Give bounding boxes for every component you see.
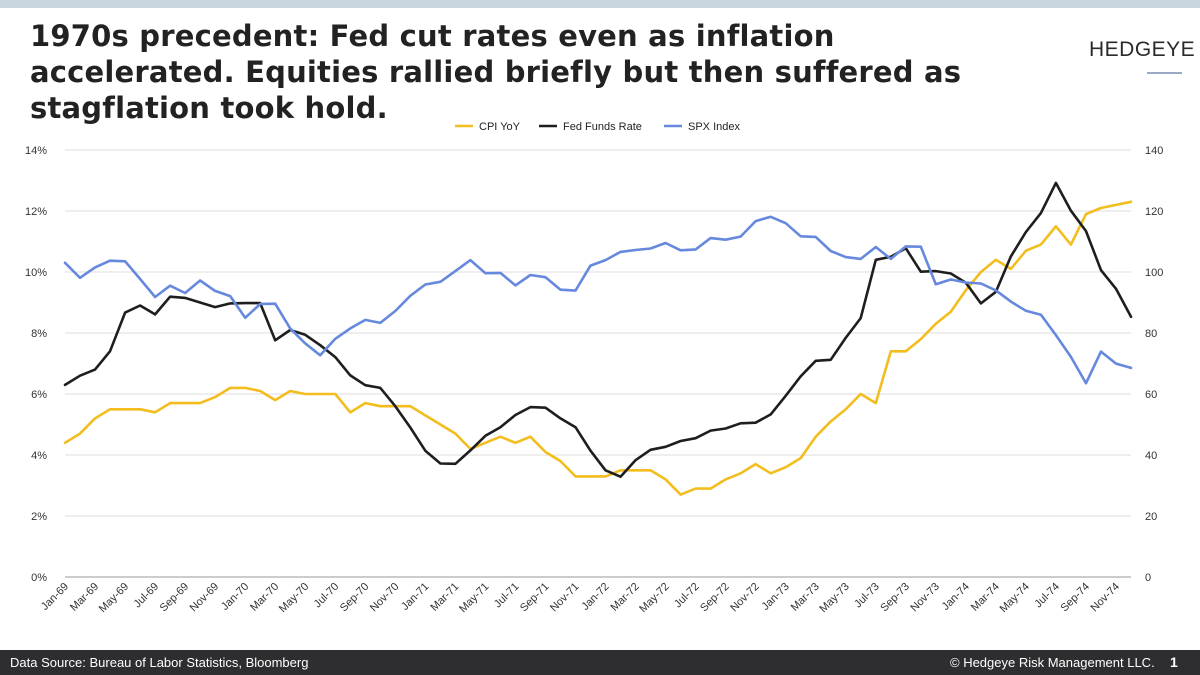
left-axis-tick-label: 2% [31,511,47,523]
x-axis-tick-label: Sep-71 [518,581,552,615]
page-number: 1 [1170,654,1178,670]
right-axis-tick-label: 40 [1145,450,1157,462]
x-axis-tick-label: Jan-74 [940,581,972,613]
left-axis-tick-label: 10% [25,267,47,279]
right-axis-tick-label: 0 [1145,572,1151,584]
left-axis-ticks: 0% 2% 4% 6% 8% 10% 12% 14% [25,145,47,584]
x-axis-tick-label: Mar-70 [248,581,281,614]
x-axis-tick-label: Jan-71 [399,581,431,613]
x-axis-tick-label: Mar-72 [609,581,642,614]
right-axis-tick-label: 20 [1145,511,1157,523]
x-axis-tick-label: Nov-69 [188,581,222,615]
x-axis-tick-label: Nov-73 [908,581,942,615]
legend-label: CPI YoY [479,121,521,133]
x-axis-tick-label: Mar-73 [789,581,822,614]
hedgeye-logo: HEDGEYE [1089,38,1196,61]
series-line-fed-funds-rate [63,181,1133,479]
page-title: 1970s precedent: Fed cut rates even as i… [30,19,962,125]
top-accent-bar [0,0,1200,8]
right-axis-tick-label: 100 [1145,267,1163,279]
x-axis-tick-label: Nov-74 [1089,581,1123,615]
left-axis-tick-label: 6% [31,389,47,401]
x-axis-tick-label: Sep-74 [1059,581,1093,615]
footer-bar: Data Source: Bureau of Labor Statistics,… [0,650,1200,675]
right-axis-tick-label: 140 [1145,145,1163,157]
x-axis-tick-label: Sep-72 [698,581,732,615]
right-axis-tick-label: 60 [1145,389,1157,401]
x-axis-tick-label: Mar-71 [428,581,461,614]
x-axis-tick-label: Jan-70 [219,581,251,613]
x-axis-tick-label: Nov-71 [548,581,582,615]
series-line-spx-index [63,215,1133,385]
left-axis-tick-label: 0% [31,572,47,584]
x-axis-tick-label: Jan-72 [579,581,611,613]
x-axis-tick-label: May-73 [817,581,851,615]
right-axis-tick-label: 80 [1145,328,1157,340]
logo-underline [1147,72,1182,74]
series-line-cpi-yoy [63,200,1133,496]
x-axis-tick-label: Jan-73 [760,581,792,613]
x-axis-tick-label: Mar-69 [68,581,101,614]
x-axis-tick-label: May-72 [637,581,671,615]
x-axis-tick-label: Sep-73 [878,581,912,615]
x-axis-tick-label: Sep-70 [338,581,372,615]
legend-label: Fed Funds Rate [563,121,642,133]
x-axis-tick-label: Jan-69 [39,581,71,613]
x-axis-tick-label: Nov-70 [368,581,402,615]
x-axis-tick-label: May-70 [277,581,311,615]
x-axis-tick-label: May-74 [998,581,1032,615]
copyright-note: © Hedgeye Risk Management LLC. [950,655,1155,670]
x-axis-tick-label: May-69 [97,581,131,615]
data-source-note: Data Source: Bureau of Labor Statistics,… [10,655,309,670]
left-axis-tick-label: 4% [31,450,47,462]
right-axis-ticks: 0 20 40 60 80 100 120 140 [1145,145,1163,584]
x-axis-tick-label: Sep-69 [158,581,192,615]
right-axis-tick-label: 120 [1145,206,1163,218]
left-axis-tick-label: 8% [31,328,47,340]
x-axis-tick-label: May-71 [457,581,491,615]
left-axis-tick-label: 12% [25,206,47,218]
left-axis-tick-label: 14% [25,145,47,157]
legend-label: SPX Index [688,121,740,133]
legend: CPI YoY Fed Funds Rate SPX Index [455,121,740,133]
gridlines [65,149,1131,578]
line-chart: 0% 2% 4% 6% 8% 10% 12% 14% 0 20 40 60 80 100 120 140 J… [25,121,1163,615]
series-lines [63,181,1133,496]
x-axis-tick-label: Mar-74 [969,581,1002,614]
x-axis-tick-label: Nov-72 [728,581,762,615]
